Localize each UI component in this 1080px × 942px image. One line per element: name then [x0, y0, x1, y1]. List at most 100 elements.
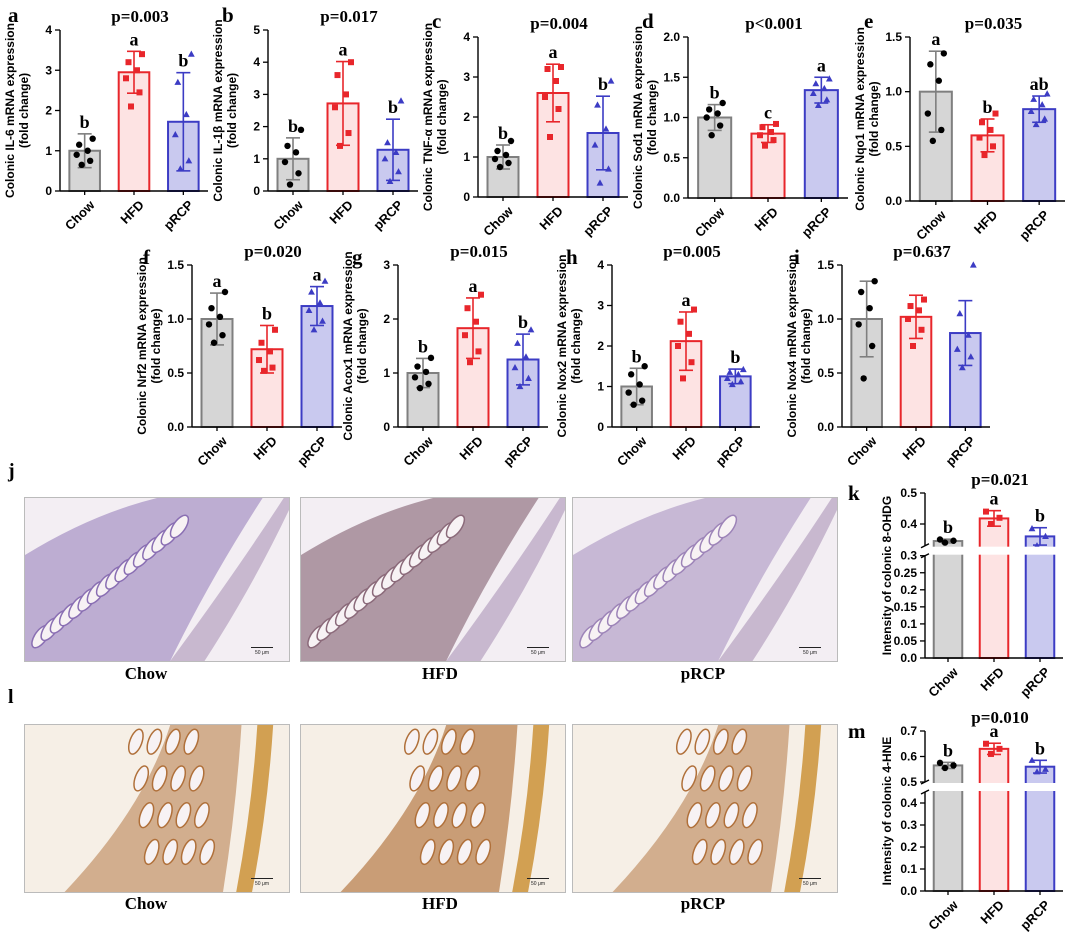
crypt — [164, 728, 181, 755]
crypt — [451, 802, 468, 829]
y-tick-label: 1.5 — [663, 70, 680, 84]
data-point — [281, 158, 289, 166]
crypt — [133, 765, 150, 792]
data-point — [475, 348, 482, 355]
data-point — [996, 514, 1003, 521]
p-value: p=0.005 — [663, 242, 720, 261]
x-tick-label: Chow — [844, 433, 880, 469]
data-point — [866, 305, 873, 312]
y-tick-label: 3 — [45, 63, 52, 77]
y-axis-label: (fold change) — [645, 80, 659, 155]
crypt — [438, 838, 455, 866]
y-tick-label: 2 — [463, 110, 470, 124]
significance-letter: b — [943, 517, 953, 537]
p-value: p<0.001 — [745, 14, 802, 33]
data-point — [924, 110, 932, 117]
crypt — [138, 802, 155, 829]
data-point — [918, 326, 925, 333]
y-tick-label: 0.0 — [885, 194, 902, 208]
data-point — [136, 89, 143, 96]
data-point — [176, 165, 184, 172]
data-point — [205, 321, 213, 328]
y-axis-label: Intensity of colonic 4-HNE — [880, 737, 894, 886]
y-tick-label: 0.1 — [900, 617, 917, 631]
data-point — [976, 134, 983, 141]
data-point — [395, 168, 402, 175]
data-point — [522, 353, 530, 360]
crypt — [414, 802, 431, 829]
y-tick-label: 0.05 — [894, 634, 918, 648]
chart-panel-h: b Chow a HFD b pRCP 0 1 2 3 4 Colonic Nox2 mRNA exp… — [555, 242, 760, 469]
data-point — [334, 72, 341, 79]
crypt — [728, 838, 745, 866]
crypt — [675, 728, 692, 755]
crypt — [188, 765, 205, 792]
x-tick-label: Chow — [614, 433, 650, 469]
data-point — [319, 317, 326, 324]
y-axis-label: Colonic IL-1β mRNA expression — [211, 19, 225, 201]
y-axis-label: (fold change) — [435, 79, 449, 154]
data-point — [762, 142, 768, 149]
data-point — [910, 343, 916, 349]
crypt — [741, 802, 758, 829]
crypt — [686, 802, 703, 829]
data-point — [921, 296, 927, 303]
p-value: p=0.010 — [971, 708, 1028, 727]
data-point — [857, 288, 865, 296]
crypt — [162, 838, 179, 866]
micrograph-label: HFD — [422, 894, 458, 913]
y-tick-label: 3 — [253, 87, 260, 101]
data-point — [688, 359, 695, 366]
crypt — [143, 838, 160, 866]
bar-prcp — [803, 89, 839, 199]
y-axis-label: (fold change) — [225, 73, 239, 148]
x-tick-label: pRCP — [713, 433, 749, 469]
significance-letter: a — [469, 276, 478, 296]
data-point — [84, 147, 91, 154]
y-tick-label: 0 — [253, 184, 260, 198]
y-axis-label: (fold change) — [17, 73, 31, 148]
y-tick-label: 0.4 — [900, 796, 917, 810]
data-point — [964, 331, 972, 338]
panel-letter-l: l — [8, 686, 14, 708]
scale-bar — [799, 878, 821, 879]
crypt — [704, 802, 721, 829]
data-point — [414, 363, 421, 370]
data-point — [737, 378, 745, 385]
chart-panel-f: a Chow b HFD a pRCP 0.0 0.5 1.0 1.5 Colonic Nrf2 m… — [135, 242, 342, 469]
y-tick-label: 0.0 — [900, 651, 917, 665]
data-point — [987, 126, 994, 133]
data-point — [905, 316, 911, 322]
data-point — [208, 305, 215, 312]
data-point — [381, 155, 389, 162]
y-tick-label: 1 — [383, 366, 390, 380]
micrograph-label: HFD — [422, 664, 458, 683]
data-point — [602, 125, 610, 132]
crypt — [180, 838, 197, 866]
data-point — [594, 101, 601, 108]
data-point — [719, 99, 726, 107]
x-tick-label: pRCP — [1017, 664, 1053, 700]
data-point — [511, 364, 519, 371]
muscle-layer — [784, 725, 822, 892]
significance-letter: b — [418, 336, 428, 356]
data-point — [384, 139, 391, 146]
y-tick-label: 3 — [597, 299, 604, 313]
data-point — [348, 59, 354, 66]
bar-hfd — [978, 517, 1010, 659]
x-tick-label: Chow — [62, 197, 98, 233]
crypt — [427, 765, 444, 792]
crypt — [422, 728, 439, 755]
data-point — [221, 288, 229, 296]
x-tick-label: Chow — [480, 203, 516, 239]
data-point — [272, 326, 278, 333]
x-tick-label: HFD — [456, 433, 485, 462]
data-point — [958, 364, 966, 371]
data-point — [929, 137, 937, 145]
crypt — [475, 838, 492, 866]
y-tick-label: 0 — [45, 184, 52, 198]
data-point — [596, 179, 604, 186]
y-tick-label: 4 — [253, 55, 260, 69]
chart-panel-a: b Chow a HFD b pRCP 0 1 2 3 4 Colonic IL-6 mRNA exp… — [3, 3, 208, 233]
chart-panel-g: b Chow a HFD b pRCP 0 1 2 3 Colonic Acox1 mRNA exp… — [341, 242, 548, 469]
